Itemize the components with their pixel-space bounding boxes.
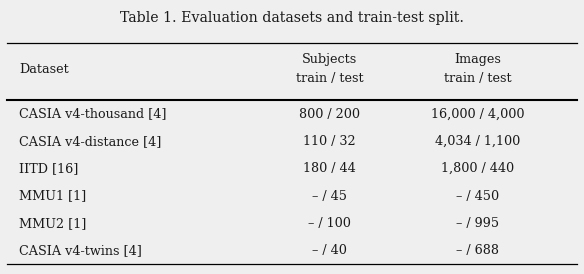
Text: CASIA v4-thousand [4]: CASIA v4-thousand [4] <box>19 108 166 121</box>
Text: MMU2 [1]: MMU2 [1] <box>19 217 86 230</box>
Text: CASIA v4-twins [4]: CASIA v4-twins [4] <box>19 244 142 257</box>
Text: – / 995: – / 995 <box>457 217 499 230</box>
Text: 110 / 32: 110 / 32 <box>304 135 356 148</box>
Text: Subjects
train / test: Subjects train / test <box>296 53 364 85</box>
Text: – / 100: – / 100 <box>308 217 351 230</box>
Text: CASIA v4-distance [4]: CASIA v4-distance [4] <box>19 135 161 148</box>
Text: – / 688: – / 688 <box>457 244 499 257</box>
Text: 1,800 / 440: 1,800 / 440 <box>442 162 515 175</box>
Text: 180 / 44: 180 / 44 <box>304 162 356 175</box>
Text: 4,034 / 1,100: 4,034 / 1,100 <box>435 135 520 148</box>
Text: Table 1. Evaluation datasets and train-test split.: Table 1. Evaluation datasets and train-t… <box>120 11 464 25</box>
Text: – / 450: – / 450 <box>457 190 499 202</box>
Text: 16,000 / 4,000: 16,000 / 4,000 <box>431 108 525 121</box>
Text: Images
train / test: Images train / test <box>444 53 512 85</box>
Text: – / 40: – / 40 <box>312 244 347 257</box>
Text: IITD [16]: IITD [16] <box>19 162 78 175</box>
Text: 800 / 200: 800 / 200 <box>299 108 360 121</box>
Text: – / 45: – / 45 <box>312 190 347 202</box>
Text: Dataset: Dataset <box>19 63 68 76</box>
Text: MMU1 [1]: MMU1 [1] <box>19 190 86 202</box>
